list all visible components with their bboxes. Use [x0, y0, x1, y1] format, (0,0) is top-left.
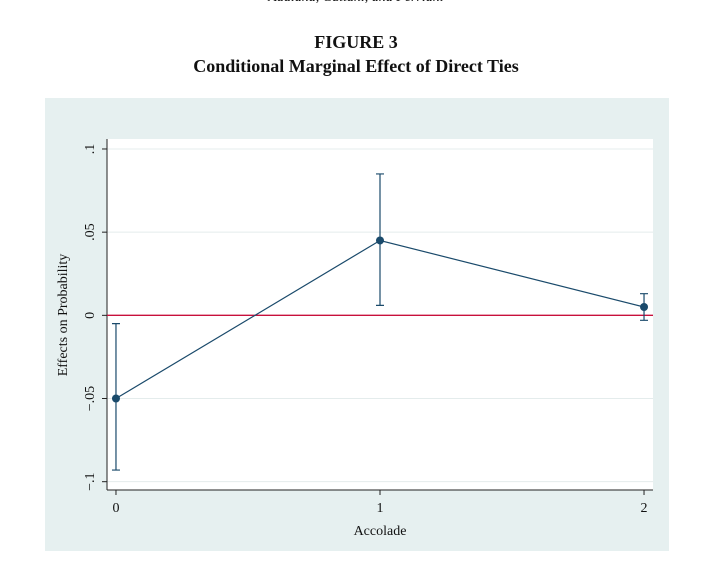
x-axis-label: Accolade	[354, 524, 407, 539]
point	[111, 394, 120, 403]
y-axis-label: Effects on Probability	[56, 254, 71, 377]
point	[376, 236, 384, 245]
y-tick-label: .05	[83, 223, 98, 241]
point	[640, 303, 649, 312]
x-tick-label: 0	[112, 501, 119, 516]
y-tick-label: 0	[83, 312, 98, 319]
chart-subtitle: Conditional Marginal Effect of Direct Ti…	[193, 56, 518, 76]
y-tick-label: −.1	[83, 472, 98, 490]
chart-title: FIGURE 3	[314, 32, 398, 52]
y-tick-label: −.05	[83, 386, 98, 411]
x-tick-label: 2	[641, 501, 648, 516]
x-tick-label: 1	[377, 501, 384, 516]
y-tick-label: .1	[83, 144, 98, 155]
running-head: Aadland, Cattani, and Ferriani	[267, 0, 444, 5]
